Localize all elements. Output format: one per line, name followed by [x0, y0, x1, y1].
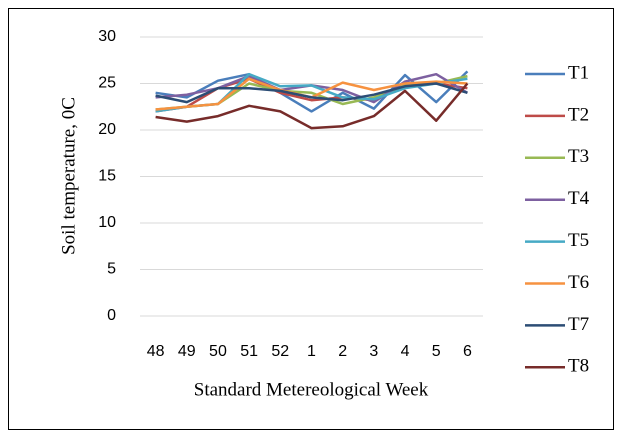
y-tick-label: 15 — [98, 168, 116, 185]
x-tick-label: 4 — [401, 343, 410, 360]
x-tick-label: 49 — [178, 343, 196, 360]
legend-label: T3 — [568, 146, 589, 167]
legend-label: T7 — [568, 314, 589, 335]
x-tick-label: 6 — [463, 343, 472, 360]
y-tick-label: 20 — [98, 121, 116, 138]
chart-border — [8, 8, 614, 430]
x-tick-label: 48 — [147, 343, 165, 360]
y-tick-label: 10 — [98, 214, 116, 231]
legend-label: T4 — [568, 188, 590, 209]
x-tick-label: 50 — [209, 343, 227, 360]
x-tick-label: 3 — [369, 343, 378, 360]
y-tick-label: 5 — [107, 261, 116, 278]
y-tick-label: 30 — [98, 28, 116, 45]
x-axis-label: Standard Metereological Week — [194, 379, 429, 400]
y-tick-label: 25 — [98, 75, 116, 92]
series-line — [155, 82, 468, 104]
legend-label: T2 — [568, 104, 589, 125]
x-tick-label: 52 — [271, 343, 289, 360]
legend-label: T1 — [568, 62, 589, 83]
x-tick-label: 51 — [240, 343, 258, 360]
legend-label: T5 — [568, 230, 589, 251]
x-tick-label: 1 — [307, 343, 316, 360]
x-tick-label: 2 — [338, 343, 347, 360]
series-line — [155, 82, 469, 130]
legend-label: T8 — [568, 356, 589, 377]
legend-label: T6 — [568, 272, 589, 293]
x-tick-label: 5 — [432, 343, 441, 360]
y-axis-label: Soil temperature, 0C — [58, 97, 79, 255]
y-tick-label: 0 — [107, 307, 116, 324]
